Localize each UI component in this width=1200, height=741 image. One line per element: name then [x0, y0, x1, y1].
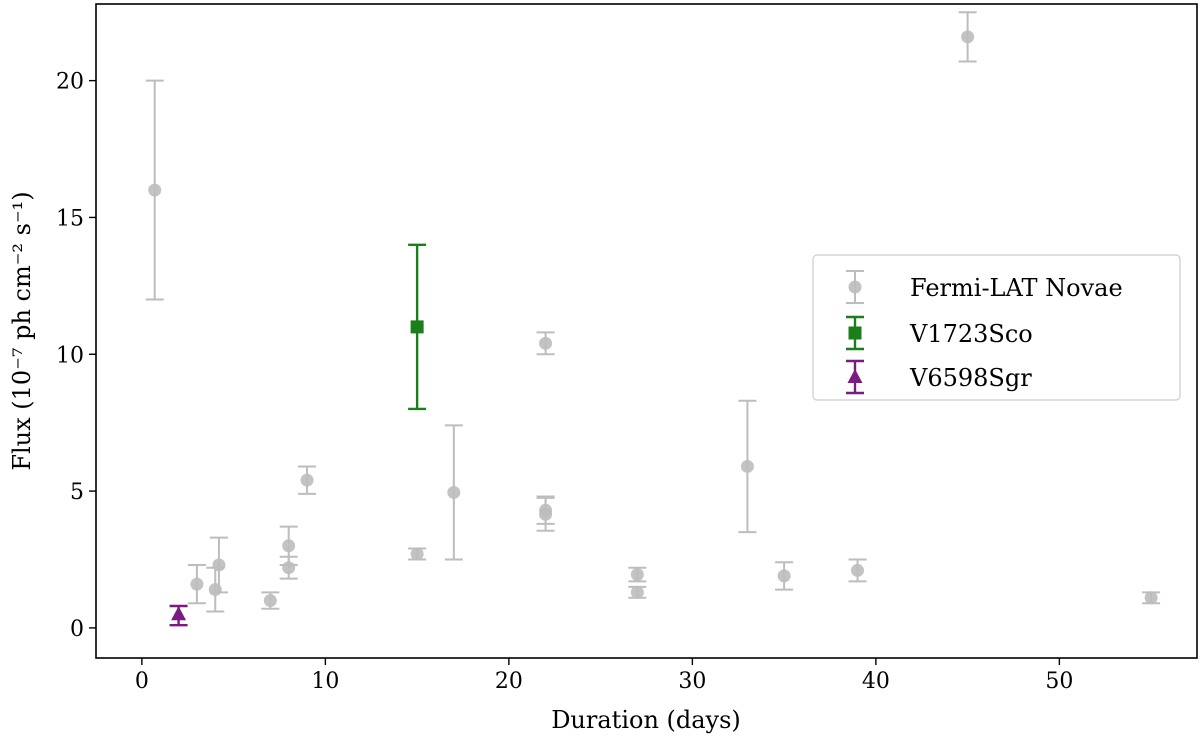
point-circle-0-14 — [630, 585, 644, 599]
legend-label-2: V6598Sgr — [909, 364, 1032, 392]
y-tick-label: 0 — [70, 617, 84, 642]
legend-label-0: Fermi-LAT Novae — [910, 274, 1123, 302]
legend-frame — [812, 254, 1181, 401]
point-circle-0-15 — [740, 459, 754, 473]
y-axis-label: Flux (10⁻⁷ ph cm⁻² s⁻¹) — [8, 191, 36, 470]
point-circle-0-8 — [410, 547, 424, 561]
point-circle-0-12 — [539, 507, 553, 521]
point-circle-0-10 — [539, 336, 553, 350]
point-circle-0-0 — [148, 183, 162, 197]
point-circle-0-17 — [851, 563, 865, 577]
point-circle-0-4 — [263, 594, 277, 608]
point-circle-0-9 — [447, 485, 461, 499]
x-tick-label: 20 — [495, 669, 523, 694]
legend-label-1: V1723Sco — [909, 320, 1033, 348]
x-tick-label: 50 — [1045, 669, 1073, 694]
point-circle-0-7 — [300, 473, 314, 487]
point-circle-0-19 — [1144, 591, 1158, 605]
data-markers — [148, 30, 1158, 621]
x-tick-label: 30 — [678, 669, 706, 694]
legend-marker-triangle — [847, 369, 863, 383]
point-square-1-0 — [410, 320, 424, 334]
point-circle-0-5 — [282, 561, 296, 575]
x-axis-label: Duration (days) — [551, 706, 741, 734]
legend: Fermi-LAT Novae V1723Sco V6598Sgr — [812, 254, 1181, 401]
point-circle-0-6 — [282, 539, 296, 553]
legend-marker-circle — [848, 280, 862, 294]
x-tick-label: 0 — [135, 669, 149, 694]
y-tick-label: 15 — [56, 206, 84, 231]
y-tick-label: 10 — [56, 343, 84, 368]
y-tick-label: 5 — [70, 480, 84, 505]
point-circle-0-18 — [961, 30, 975, 44]
axis-ticks: 0 10 20 30 40 50 0 5 10 15 20 — [56, 70, 1073, 694]
point-circle-0-2 — [208, 583, 222, 597]
point-circle-0-13 — [630, 568, 644, 582]
legend-marker-square — [848, 326, 862, 340]
x-tick-label: 10 — [311, 669, 339, 694]
point-triangle-2-0 — [171, 606, 187, 621]
point-circle-0-1 — [190, 577, 204, 591]
point-circle-0-3 — [212, 558, 226, 572]
y-tick-label: 20 — [56, 70, 84, 95]
plot-frame — [95, 3, 1198, 659]
point-circle-0-16 — [777, 569, 791, 583]
x-tick-label: 40 — [862, 669, 890, 694]
